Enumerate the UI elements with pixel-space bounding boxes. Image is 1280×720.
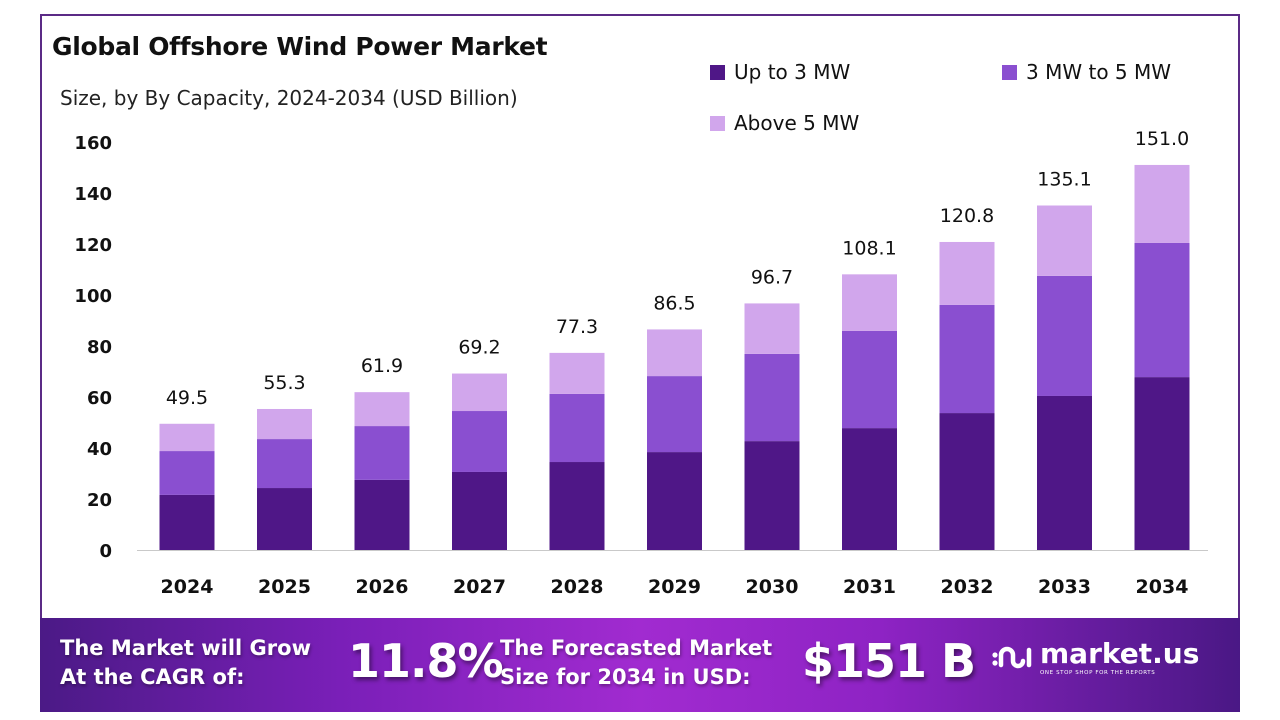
- y-tick-label: 0: [99, 541, 112, 562]
- bar-total-label: 49.5: [166, 387, 208, 409]
- bar-total-label: 120.8: [940, 205, 994, 227]
- chart-subtitle: Size, by By Capacity, 2024-2034 (USD Bil…: [60, 86, 518, 110]
- bar-segment-up-to-3-mw: [549, 462, 605, 550]
- bar-segment-above-5-mw: [1037, 205, 1092, 276]
- y-tick-label: 160: [74, 133, 112, 154]
- brand-name: market.us: [1040, 637, 1200, 670]
- bar-segment-up-to-3-mw: [159, 494, 215, 550]
- cagr-label-line1: The Market will Grow: [60, 636, 311, 660]
- bar-segment-3-mw-to-5-mw: [354, 426, 410, 480]
- bar-segment-3-mw-to-5-mw: [939, 304, 995, 414]
- bar-segment-above-5-mw: [647, 329, 702, 377]
- bar-segment-up-to-3-mw: [842, 428, 897, 550]
- bar-segment-3-mw-to-5-mw: [257, 439, 312, 489]
- bar-total-label: 61.9: [361, 355, 403, 377]
- x-tick-label: 2029: [648, 576, 701, 598]
- legend-swatch-above-5mw: [710, 115, 725, 131]
- bar-total-label: 86.5: [653, 292, 695, 314]
- cagr-value: 11.8%: [348, 634, 504, 688]
- bar-segment-3-mw-to-5-mw: [549, 393, 605, 463]
- legend-swatch-up-to-3mw: [710, 64, 725, 80]
- y-tick-label: 100: [74, 286, 112, 307]
- bar-total-label: 69.2: [458, 337, 500, 359]
- legend-swatch-3-to-5mw: [1002, 64, 1017, 80]
- legend-item-above-5mw: Above 5 MW: [710, 111, 859, 135]
- y-tick-label: 40: [87, 439, 112, 460]
- bar-segment-above-5-mw: [354, 392, 410, 427]
- legend-label: 3 MW to 5 MW: [1026, 60, 1172, 84]
- bar-segment-above-5-mw: [159, 423, 215, 452]
- summary-banner: [40, 618, 1240, 712]
- y-tick-label: 80: [87, 337, 112, 358]
- bar-segment-up-to-3-mw: [647, 452, 702, 550]
- bar-segment-above-5-mw: [744, 303, 800, 354]
- bar-segment-up-to-3-mw: [1134, 377, 1190, 550]
- forecast-label: The Forecasted Market Size for 2034 in U…: [500, 634, 772, 692]
- bar-segment-3-mw-to-5-mw: [1134, 242, 1190, 378]
- x-tick-label: 2032: [941, 576, 994, 598]
- x-tick-label: 2025: [258, 576, 311, 598]
- legend-label: Up to 3 MW: [734, 60, 851, 84]
- bar-segment-above-5-mw: [452, 373, 507, 412]
- bar-segment-above-5-mw: [939, 241, 995, 305]
- bar-segment-above-5-mw: [842, 274, 897, 331]
- legend-item-up-to-3mw: Up to 3 MW: [710, 60, 850, 84]
- bar-segment-up-to-3-mw: [1037, 395, 1092, 550]
- y-tick-label: 60: [87, 388, 112, 409]
- cagr-label-line2: At the CAGR of:: [60, 665, 245, 689]
- bar-segment-up-to-3-mw: [452, 471, 507, 550]
- x-tick-label: 2034: [1136, 576, 1189, 598]
- cagr-label: The Market will Grow At the CAGR of:: [60, 634, 311, 692]
- bar-segment-up-to-3-mw: [257, 488, 312, 550]
- x-tick-label: 2024: [161, 576, 214, 598]
- brand-logo: market.us ONE STOP SHOP FOR THE REPORTS: [990, 640, 1199, 676]
- bar-segment-3-mw-to-5-mw: [1037, 275, 1092, 396]
- legend-label: Above 5 MW: [734, 111, 860, 135]
- bar-segment-3-mw-to-5-mw: [647, 376, 702, 453]
- x-tick-label: 2033: [1038, 576, 1091, 598]
- bar-total-label: 77.3: [556, 316, 598, 338]
- bar-total-label: 151.0: [1135, 128, 1189, 150]
- x-tick-label: 2027: [453, 576, 506, 598]
- bar-segment-3-mw-to-5-mw: [744, 353, 800, 442]
- bar-total-label: 55.3: [263, 372, 305, 394]
- y-tick-label: 120: [74, 235, 112, 256]
- bar-segment-3-mw-to-5-mw: [452, 411, 507, 472]
- bar-total-label: 108.1: [842, 237, 896, 259]
- forecast-value: $151 B: [802, 634, 976, 688]
- x-tick-label: 2026: [356, 576, 409, 598]
- legend-item-3-to-5mw: 3 MW to 5 MW: [1002, 60, 1171, 84]
- market-us-logo-icon: [992, 646, 1032, 669]
- bar-total-label: 135.1: [1037, 168, 1091, 190]
- x-tick-label: 2030: [746, 576, 799, 598]
- bar-segment-3-mw-to-5-mw: [159, 451, 215, 495]
- x-tick-label: 2028: [551, 576, 604, 598]
- forecast-label-line2: Size for 2034 in USD:: [500, 665, 751, 689]
- y-tick-label: 140: [74, 184, 112, 205]
- bar-segment-3-mw-to-5-mw: [842, 330, 897, 429]
- stacked-bar-chart: 0 20 40 60 80 100 120 140 160 49.5 2024 55.3 2025 61.…: [74, 128, 1208, 598]
- bar-total-label: 96.7: [751, 266, 793, 288]
- x-tick-label: 2031: [843, 576, 896, 598]
- bar-segment-above-5-mw: [549, 352, 605, 394]
- bar-segment-up-to-3-mw: [354, 479, 410, 550]
- bar-segment-up-to-3-mw: [939, 413, 995, 550]
- chart-title: Global Offshore Wind Power Market: [52, 32, 548, 61]
- bar-segment-up-to-3-mw: [744, 441, 800, 550]
- bar-segment-above-5-mw: [257, 408, 312, 440]
- forecast-label-line1: The Forecasted Market: [500, 636, 773, 660]
- bar-segment-above-5-mw: [1134, 164, 1190, 243]
- y-tick-label: 20: [87, 490, 112, 511]
- brand-tagline: ONE STOP SHOP FOR THE REPORTS: [1040, 670, 1156, 676]
